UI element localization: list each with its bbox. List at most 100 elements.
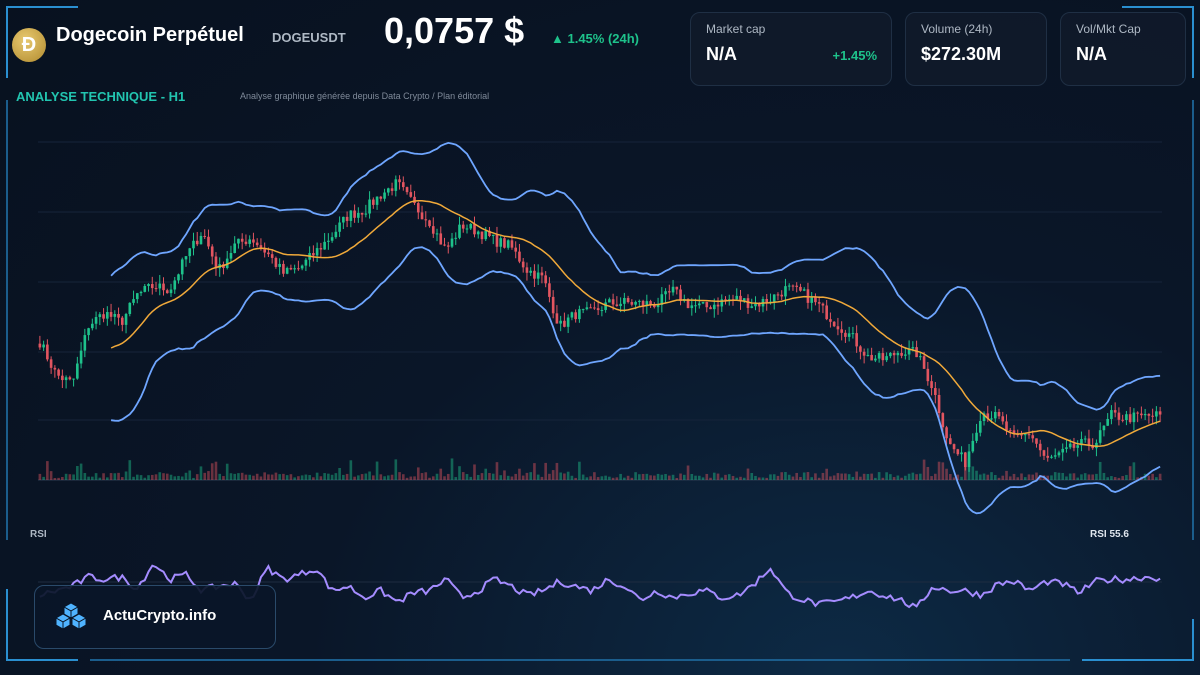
candle-body — [660, 294, 664, 305]
candle-body — [960, 452, 963, 455]
volume-bar — [499, 475, 503, 480]
candle-body — [503, 238, 506, 248]
volume-bar — [859, 476, 862, 480]
candle-body — [1020, 434, 1023, 436]
candle-body — [971, 440, 975, 452]
volume-bar — [926, 466, 930, 480]
volume-bar — [180, 476, 184, 480]
volume-bar — [38, 473, 42, 480]
volume-bar — [308, 475, 311, 480]
volume-bar — [682, 474, 686, 480]
candle-body — [109, 312, 113, 317]
candle-body — [210, 246, 214, 257]
volume-bar — [274, 472, 278, 480]
candle-body — [697, 303, 701, 306]
volume-bar — [596, 477, 600, 480]
candle-body — [866, 354, 870, 356]
logo-letter: Ð — [21, 33, 37, 56]
candle-body — [675, 286, 679, 290]
volume-bar — [461, 472, 465, 480]
volume-bar — [53, 477, 57, 480]
volume-bar — [1151, 473, 1154, 480]
chart-subtitle: Analyse graphique générée depuis Data Cr… — [240, 91, 490, 101]
volume-bar — [165, 473, 169, 480]
volume-bar — [454, 477, 458, 480]
candle-body — [192, 240, 195, 249]
candle-body — [1012, 430, 1016, 435]
candle-body — [930, 381, 933, 389]
candle-body — [548, 283, 551, 297]
volume-bar — [686, 465, 690, 480]
volume-bar — [720, 477, 724, 480]
candle-body — [1008, 430, 1012, 432]
volume-bar — [675, 477, 679, 480]
volume-bar — [1095, 473, 1098, 480]
brand-name: ActuCrypto.info — [103, 607, 217, 624]
candle-body — [518, 251, 521, 262]
market-cap-card: Market cap N/A +1.45% — [690, 12, 892, 86]
volume-bar — [990, 472, 993, 480]
volume-bar — [473, 464, 476, 480]
volume-bar — [394, 459, 398, 480]
candle-body — [124, 313, 128, 325]
candle-body — [892, 352, 896, 356]
volume-bar — [83, 473, 87, 480]
candle-body — [638, 300, 641, 302]
volume-bar — [862, 473, 866, 480]
volume-bar — [967, 458, 971, 480]
candle-body — [1031, 435, 1035, 439]
candle-body — [975, 432, 978, 441]
candle-body — [237, 238, 240, 244]
volume-bar — [278, 474, 281, 480]
volume-bar — [870, 473, 873, 480]
volume-bar — [900, 477, 903, 480]
candle-body — [267, 252, 270, 255]
volume-bar — [1147, 475, 1151, 480]
candle-body — [941, 413, 945, 428]
candle-body — [289, 267, 293, 270]
candle-body — [551, 296, 555, 314]
candle-body — [1132, 412, 1136, 423]
candle-body — [165, 290, 169, 294]
volume-bar — [611, 477, 615, 480]
volume-bar — [375, 461, 379, 480]
candle-body — [304, 259, 308, 266]
candle-body — [195, 240, 199, 245]
volume-bar — [342, 474, 345, 480]
volume-bar — [776, 475, 780, 480]
candle-body — [615, 304, 619, 307]
candle-body — [38, 343, 42, 348]
candle-body — [443, 244, 446, 246]
candle-body — [1147, 414, 1151, 416]
candle-body — [859, 346, 862, 352]
volume-bar — [1083, 473, 1087, 480]
candle-body — [162, 283, 165, 291]
candle-body — [817, 302, 821, 304]
candle-body — [91, 323, 94, 329]
volume-bar — [844, 473, 847, 480]
volume-bar — [1102, 472, 1106, 480]
candle-body — [772, 294, 776, 302]
volume-bar — [593, 472, 596, 480]
volume-bar — [503, 470, 506, 480]
volume-bar — [94, 473, 98, 480]
volume-bar — [1001, 475, 1005, 480]
candle-body — [510, 240, 514, 248]
candle-body — [46, 344, 49, 360]
volume-bar — [671, 474, 675, 480]
candle-body — [604, 302, 607, 310]
candle-body — [540, 272, 544, 276]
volume-bar — [934, 473, 937, 480]
candle-body — [252, 239, 255, 243]
volume-bar — [840, 473, 843, 480]
candle-body — [117, 313, 120, 318]
candle-body — [488, 230, 491, 237]
volume-bar — [177, 475, 180, 480]
volume-bar — [653, 475, 656, 480]
volume-bar — [817, 477, 821, 480]
candle-body — [1050, 456, 1053, 458]
brand-badge[interactable]: ActuCrypto.info — [34, 585, 276, 649]
volume-bar — [469, 476, 473, 480]
volume-bar — [1023, 477, 1027, 480]
rsi-label: RSI — [30, 529, 47, 540]
